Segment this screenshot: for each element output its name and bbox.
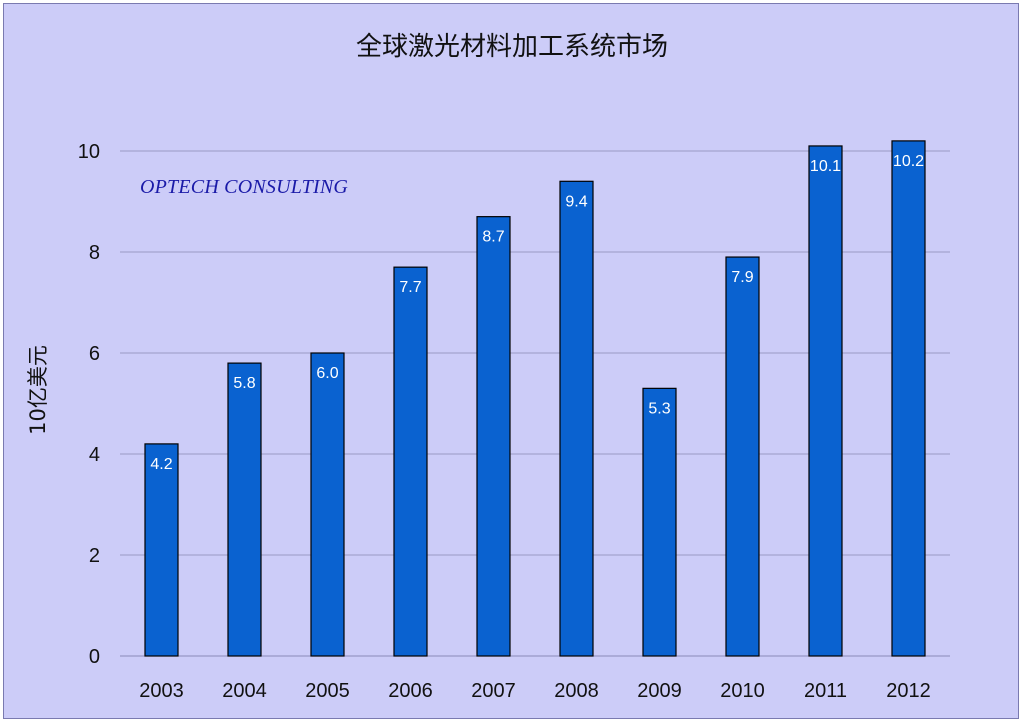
bar-2004	[227, 362, 262, 657]
y-tick-label: 4	[89, 444, 100, 466]
x-tick-label: 2007	[471, 680, 516, 702]
x-tick-label: 2012	[886, 680, 931, 702]
bar-value-label: 10.1	[810, 158, 841, 175]
bar-value-label: 6.0	[316, 365, 338, 382]
bar-value-label: 4.2	[150, 456, 172, 473]
chart-title: 全球激光材料加工系统市场	[355, 32, 668, 62]
annotation-optech: OPTECH CONSULTING	[140, 176, 349, 198]
x-tick-label: 2003	[139, 680, 184, 702]
y-tick-label: 8	[89, 242, 100, 264]
bar-2005	[310, 352, 345, 657]
x-tick-label: 2008	[554, 680, 599, 702]
y-tick-label: 2	[89, 545, 100, 567]
x-tick-label: 2009	[637, 680, 682, 702]
bar-value-label: 10.2	[893, 153, 924, 170]
x-tick-label: 2010	[720, 680, 765, 702]
x-tick-label: 2004	[222, 680, 267, 702]
bar-2007	[476, 216, 511, 657]
bar-value-label: 7.9	[731, 269, 753, 286]
bar-value-label: 5.3	[648, 400, 670, 417]
x-tick-label: 2011	[804, 680, 847, 702]
bar-value-label: 5.8	[233, 375, 255, 392]
y-tick-label: 6	[89, 343, 100, 365]
bar-value-label: 7.7	[399, 279, 421, 296]
bar-2003	[144, 443, 179, 657]
bar-2010	[725, 256, 760, 657]
y-tick-label: 0	[89, 646, 100, 668]
bar-value-label: 8.7	[482, 229, 504, 246]
bar-2011	[808, 145, 843, 657]
x-tick-label: 2006	[388, 680, 433, 702]
x-tick-label: 2005	[305, 680, 350, 702]
bar-2006	[393, 266, 428, 657]
bar-2009	[642, 387, 677, 657]
bar-value-label: 9.4	[565, 193, 587, 210]
y-tick-label: 10	[78, 141, 100, 163]
bar-2012	[891, 140, 926, 657]
bar-2008	[559, 180, 594, 657]
